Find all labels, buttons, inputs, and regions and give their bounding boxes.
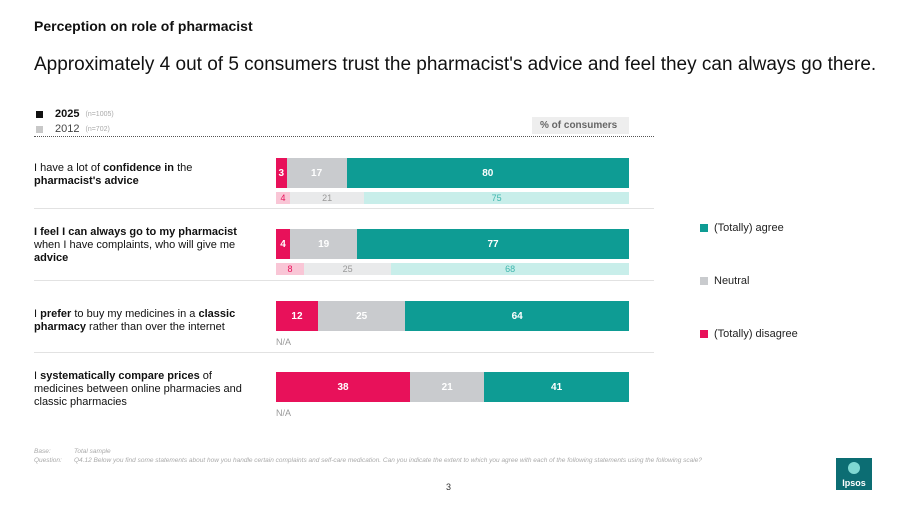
statement-text: classic pharmacy: [34, 308, 236, 333]
legend-2025-year: 2025: [55, 108, 80, 120]
statement-text: to buy my medicines in a: [71, 308, 199, 320]
na-label: N/A: [276, 408, 292, 418]
bar-segment-agree: 77: [357, 229, 629, 259]
bar-2012-segment-agree: 68: [391, 263, 629, 275]
legend-neutral-label: Neutral: [714, 275, 750, 287]
statement-text: I: [34, 370, 41, 382]
legend-agree-swatch: [700, 224, 708, 232]
legend-disagree-label: (Totally) disagree: [714, 328, 798, 340]
statement-text: I have a lot of: [34, 162, 104, 174]
bar-2025: 3 17 80: [276, 158, 629, 188]
bar-segment-agree: 41: [484, 372, 629, 402]
legend-neutral-swatch: [700, 277, 708, 285]
footnote-base-key: Base:: [34, 448, 51, 455]
bar-segment-disagree: 3: [276, 158, 287, 188]
bar-segment-neutral: 17: [286, 158, 347, 188]
statement-text: of medicines between online pharmacies a…: [34, 370, 242, 408]
statement-text: the: [174, 162, 193, 174]
bar-segment-agree: 64: [405, 301, 629, 331]
logo-mark: [848, 462, 860, 474]
legend-2025-swatch: [36, 110, 43, 118]
bar-segment-disagree: 4: [276, 229, 291, 259]
bar-2012-segment-disagree: 8: [276, 263, 304, 275]
statement-text: pharmacist's advice: [34, 175, 139, 187]
page-number: 3: [446, 482, 452, 492]
legend-neutral: Neutral: [700, 275, 749, 287]
statement-label: I systematically compare prices of medic…: [34, 370, 259, 409]
ipsos-logo: Ipsos: [836, 458, 872, 490]
section-title: Perception on role of pharmacist: [34, 18, 253, 34]
legend-2025-n: (n=1005): [85, 110, 114, 118]
statement-text: advice: [34, 252, 69, 264]
legend-disagree-swatch: [700, 330, 708, 338]
statement-label: I feel I can always go to my pharmacist …: [34, 226, 259, 265]
footnote-base-value: Total sample: [74, 448, 111, 455]
bar-2012-segment-neutral: 25: [303, 263, 392, 275]
unit-label: % of consumers: [532, 117, 629, 134]
bar-segment-neutral: 19: [290, 229, 358, 259]
bar-2012: 8 25 68: [276, 263, 629, 275]
headline: Approximately 4 out of 5 consumers trust…: [34, 54, 877, 75]
footnote-question-value: Q4.12 Below you find some statements abo…: [74, 457, 702, 464]
statement-text: systematically compare prices: [40, 370, 200, 382]
statement-text: rather than over the internet: [85, 321, 225, 333]
bar-2012-segment-disagree: 4: [276, 192, 291, 204]
bar-2012: 4 21 75: [276, 192, 629, 204]
row-separator: [34, 352, 654, 353]
bar-segment-neutral: 25: [317, 301, 406, 331]
legend-2012-year: 2012: [55, 123, 80, 135]
statement-label: I prefer to buy my medicines in a classi…: [34, 308, 259, 334]
na-label: N/A: [276, 337, 292, 347]
bar-2025: 38 21 41: [276, 372, 629, 402]
footnote-question-key: Question:: [34, 457, 62, 464]
statement-text: prefer: [40, 308, 72, 320]
legend-2012-n: (n=702): [85, 125, 110, 133]
row-separator: [34, 280, 654, 281]
statement-text: confidence in: [103, 162, 175, 174]
statement-text: I feel I can always go to my pharmacist: [34, 226, 237, 238]
legend-agree: (Totally) agree: [700, 222, 784, 234]
bar-2025: 12 25 64: [276, 301, 629, 331]
logo-text: Ipsos: [842, 478, 866, 488]
bar-segment-disagree: 38: [276, 372, 411, 402]
footnote-base: Base: Total sample: [34, 448, 111, 455]
legend-disagree: (Totally) disagree: [700, 328, 798, 340]
bar-segment-disagree: 12: [276, 301, 318, 331]
legend-agree-label: (Totally) agree: [714, 222, 784, 234]
bar-2012-segment-neutral: 21: [290, 192, 365, 204]
header-divider: [34, 136, 654, 137]
legend-2012-swatch: [36, 125, 43, 133]
bar-segment-agree: 80: [346, 158, 629, 188]
bar-2025: 4 19 77: [276, 229, 629, 259]
statement-text: I: [34, 308, 41, 320]
row-separator: [34, 208, 654, 209]
statement-text: when I have complaints, who will give me: [34, 239, 236, 251]
bar-segment-neutral: 21: [410, 372, 485, 402]
legend-2012: 2012 (n=702): [36, 123, 110, 135]
legend-2025: 2025 (n=1005): [36, 108, 114, 120]
statement-label: I have a lot of confidence in the pharma…: [34, 162, 259, 188]
footnote-question: Question: Q4.12 Below you find some stat…: [34, 457, 702, 464]
bar-2012-segment-agree: 75: [364, 192, 629, 204]
